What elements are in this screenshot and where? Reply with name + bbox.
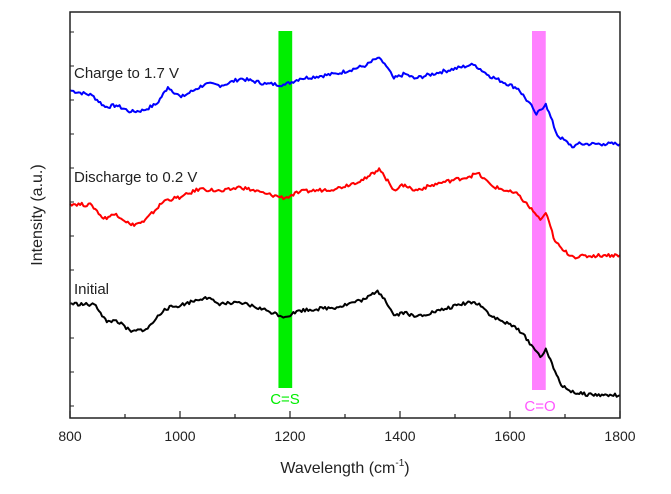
- band-co: [532, 31, 546, 390]
- x-tick-label: 1400: [384, 428, 415, 444]
- series-line-0: [69, 56, 621, 149]
- series-line-2: [70, 289, 621, 398]
- band-label-cs: C=S: [270, 391, 300, 408]
- series-label-charge: Charge to 1.7 V: [74, 65, 179, 82]
- x-axis-title: Wavelength (cm-1): [280, 458, 409, 477]
- x-axis-title-close: ): [404, 460, 409, 477]
- series-label-discharge: Discharge to 0.2 V: [74, 169, 197, 186]
- series-label-initial: Initial: [74, 281, 109, 298]
- x-axis-title-main: Wavelength (cm: [280, 460, 395, 477]
- y-axis-title: Intensity (a.u.): [29, 164, 46, 265]
- series-line-1: [69, 167, 621, 260]
- x-tick-label: 1800: [604, 428, 635, 444]
- x-axis-title-sup: -1: [395, 458, 404, 469]
- x-tick-label: 1200: [274, 428, 305, 444]
- x-tick-label: 1000: [164, 428, 195, 444]
- x-tick-label: 800: [58, 428, 82, 444]
- x-tick-label: 1600: [494, 428, 525, 444]
- band-label-co: C=O: [524, 398, 555, 415]
- band-cs: [278, 31, 293, 388]
